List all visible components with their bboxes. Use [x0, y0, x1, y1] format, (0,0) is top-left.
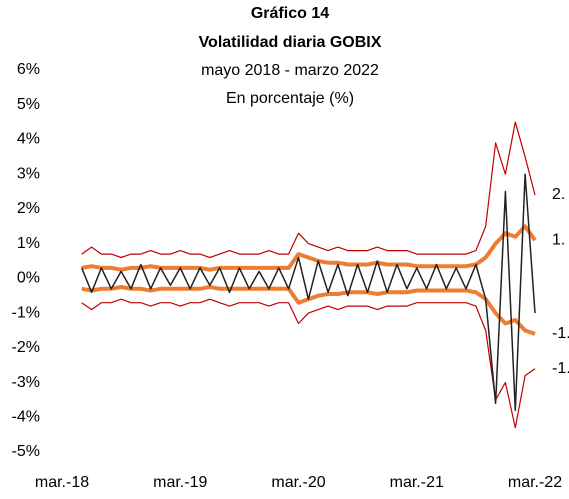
y-tick-label: -2% — [12, 339, 40, 356]
y-tick-label: 2% — [17, 200, 40, 217]
series-line — [81, 173, 536, 412]
x-tick-label: mar.-22 — [508, 474, 562, 491]
y-tick-label: -3% — [12, 374, 40, 391]
series-line — [81, 121, 536, 259]
x-tick-label: mar.-19 — [153, 474, 207, 491]
chart-subtitle: Volatilidad diaria GOBIX — [199, 34, 382, 51]
x-tick-label: mar.-20 — [271, 474, 325, 491]
y-tick-label: 1% — [17, 235, 40, 252]
axis-label: En porcentaje (%) — [226, 90, 354, 107]
y-tick-label: 4% — [17, 131, 40, 148]
chart-subtitle: mayo 2018 - marzo 2022 — [201, 62, 379, 79]
annotation: 1. — [552, 231, 565, 248]
x-tick-label: mar.-18 — [35, 474, 89, 491]
y-tick-label: 6% — [17, 61, 40, 78]
annotation: -1. — [552, 325, 569, 342]
series-line — [81, 285, 536, 336]
y-tick-label: -4% — [12, 408, 40, 425]
chart-title: Gráfico 14 — [251, 5, 329, 22]
series-line — [81, 224, 537, 272]
series-line — [81, 298, 536, 429]
annotation: -1. — [552, 360, 569, 377]
y-tick-label: -5% — [12, 443, 40, 460]
annotation: 2. — [552, 186, 565, 203]
y-tick-label: -1% — [12, 304, 40, 321]
y-tick-label: 0% — [17, 270, 40, 287]
x-tick-label: mar.-21 — [390, 474, 444, 491]
y-tick-label: 3% — [17, 165, 40, 182]
y-tick-label: 5% — [17, 96, 40, 113]
